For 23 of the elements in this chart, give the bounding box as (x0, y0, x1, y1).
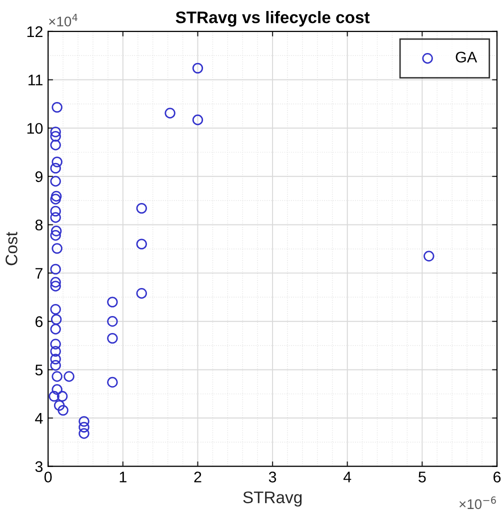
text: ×10$^{4}$ (49, 14, 78, 26)
y-tick-label: 12 (27, 26, 42, 37)
x-tick-label: 6 (494, 472, 501, 482)
y-tick-label: 10 (27, 122, 43, 134)
x-tick-label: 3 (268, 472, 276, 482)
y-tick-label: 3 (35, 461, 43, 472)
y-tick-label: 6 (36, 316, 43, 328)
y-tick-label: 9 (35, 171, 43, 182)
x-tick-label: 5 (418, 472, 426, 482)
y-tick-label: 11 (28, 74, 42, 86)
text: ×10$^{−6}$ (459, 496, 496, 510)
y-tick-label: 8 (35, 220, 43, 230)
legend-label: GA (456, 52, 478, 63)
x-tick-label: 4 (343, 472, 352, 482)
y-tick-label: 5 (35, 364, 43, 376)
y-tick-label: 7 (36, 268, 42, 279)
x-tick-label: 0 (44, 472, 52, 482)
chart-title: STRavg vs lifecycle cost (176, 11, 370, 27)
y-axis-title: Cost (6, 232, 18, 266)
x-axis-title: STRavg (243, 491, 302, 507)
x-tick-label: 1 (120, 472, 126, 482)
x-tick-label: 2 (194, 472, 202, 482)
y-tick-label: 4 (35, 413, 43, 424)
